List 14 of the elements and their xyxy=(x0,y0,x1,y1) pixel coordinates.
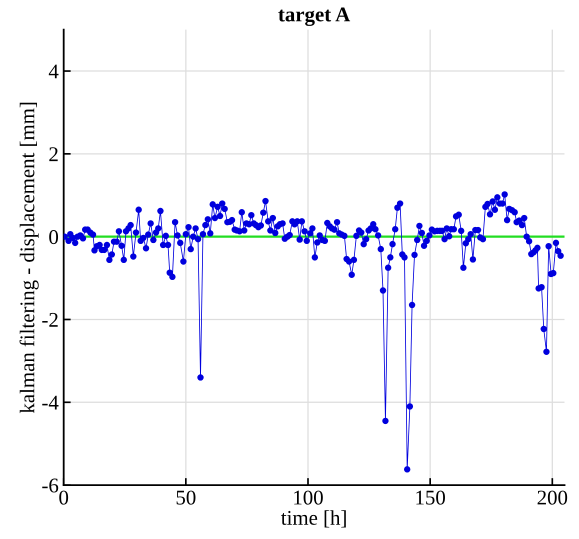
x-axis-title: time [h] xyxy=(281,510,346,528)
y-tick-label: 2 xyxy=(49,147,58,162)
y-axis-title: kalman filtering - displacement [mm] xyxy=(20,102,39,414)
chart-title: target A xyxy=(278,8,350,26)
y-tick-label: -2 xyxy=(42,312,58,327)
y-tick-label: -6 xyxy=(42,478,58,493)
y-tick-label: -4 xyxy=(42,396,59,410)
x-tick-label: 0 xyxy=(59,490,68,505)
x-tick-label: 100 xyxy=(294,490,323,505)
y-tick-label: 0 xyxy=(49,230,58,244)
x-tick-label: 200 xyxy=(538,490,568,505)
y-tick-label: 4 xyxy=(48,64,59,78)
x-tick-label: 50 xyxy=(176,490,196,505)
x-tick-label: 150 xyxy=(416,490,445,505)
